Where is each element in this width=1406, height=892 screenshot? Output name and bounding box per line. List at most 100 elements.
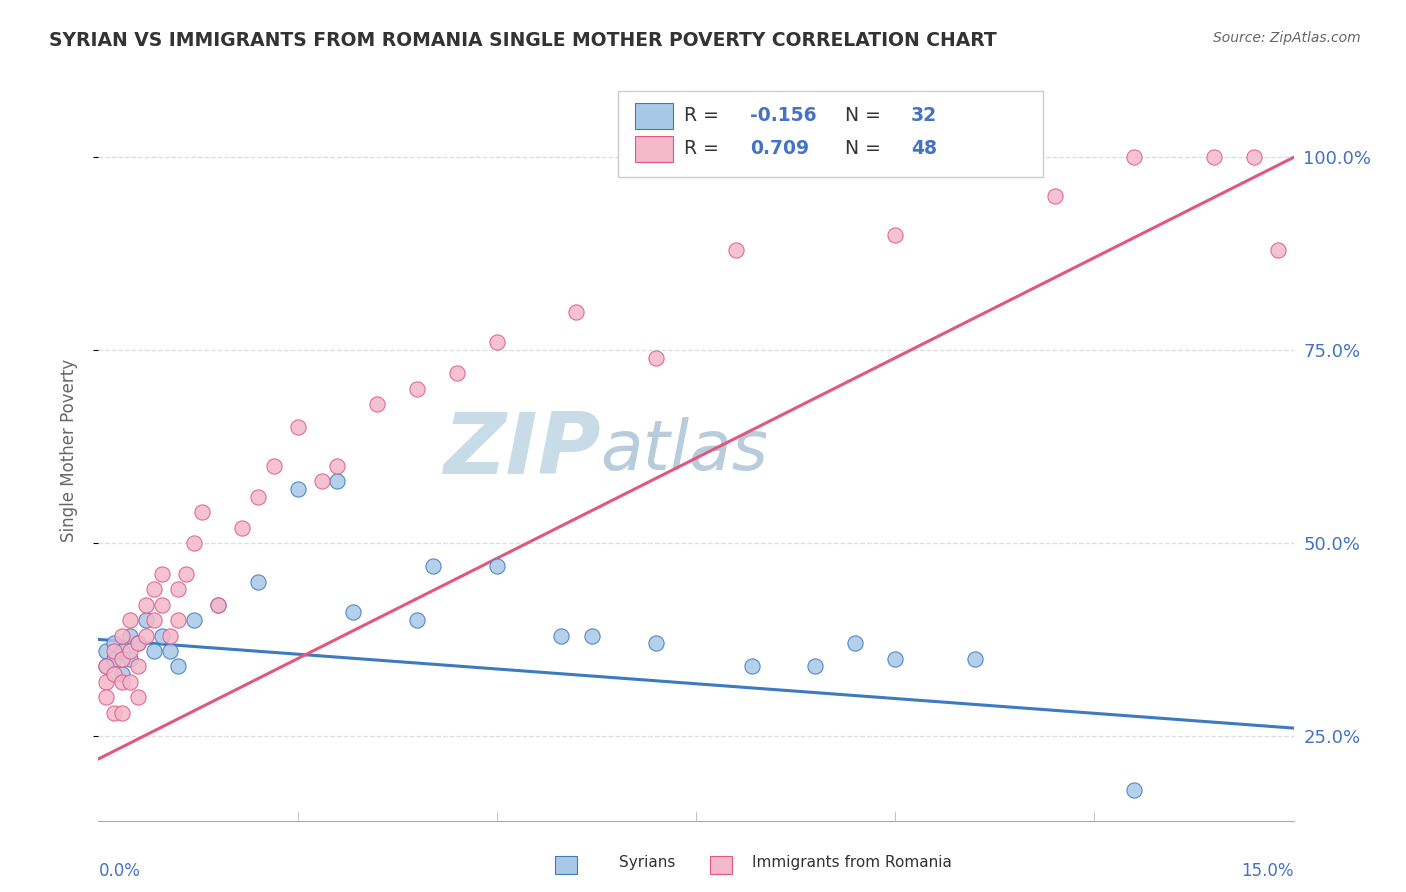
Point <box>111 674 134 689</box>
Point <box>135 613 157 627</box>
Y-axis label: Single Mother Poverty: Single Mother Poverty <box>59 359 77 542</box>
Point <box>246 490 269 504</box>
Point <box>550 628 572 642</box>
Text: N =: N = <box>845 106 887 125</box>
Point <box>565 304 588 318</box>
Text: Source: ZipAtlas.com: Source: ZipAtlas.com <box>1213 31 1361 45</box>
Text: Syrians: Syrians <box>619 855 675 870</box>
Point <box>159 628 181 642</box>
Point <box>287 420 309 434</box>
Point <box>150 628 173 642</box>
Text: N =: N = <box>845 139 887 158</box>
Point <box>422 559 444 574</box>
Point <box>326 458 349 473</box>
Point <box>111 667 134 681</box>
Point <box>127 659 149 673</box>
Point <box>311 475 333 489</box>
Point <box>103 651 125 665</box>
Point <box>111 628 134 642</box>
Point <box>103 706 125 720</box>
FancyBboxPatch shape <box>636 103 673 129</box>
Point <box>207 598 229 612</box>
Point <box>135 598 157 612</box>
Point <box>645 636 668 650</box>
Point <box>111 644 134 658</box>
Point <box>111 706 134 720</box>
Point <box>127 690 149 705</box>
Point <box>366 397 388 411</box>
Point <box>103 644 125 658</box>
Point <box>120 674 142 689</box>
Text: 0.709: 0.709 <box>749 139 808 158</box>
Text: -0.156: -0.156 <box>749 106 817 125</box>
Text: atlas: atlas <box>600 417 768 484</box>
Point <box>485 559 508 574</box>
Point <box>96 690 118 705</box>
Text: 48: 48 <box>911 139 936 158</box>
Point <box>263 458 285 473</box>
Text: Immigrants from Romania: Immigrants from Romania <box>752 855 952 870</box>
Point <box>159 644 181 658</box>
Point <box>103 636 125 650</box>
Point <box>207 598 229 612</box>
Point <box>174 566 197 581</box>
Point <box>96 659 118 673</box>
FancyBboxPatch shape <box>619 91 1043 177</box>
Point <box>120 644 142 658</box>
Point <box>167 613 190 627</box>
Point <box>406 382 429 396</box>
Point <box>120 613 142 627</box>
Point <box>143 644 166 658</box>
Text: 32: 32 <box>911 106 938 125</box>
Point <box>884 227 907 242</box>
Point <box>1243 150 1265 164</box>
Point <box>143 582 166 597</box>
Point <box>1267 243 1289 257</box>
Point <box>167 659 190 673</box>
Point <box>342 606 364 620</box>
FancyBboxPatch shape <box>636 136 673 161</box>
Point <box>1123 150 1146 164</box>
Point <box>150 598 173 612</box>
Point <box>111 651 134 665</box>
Text: SYRIAN VS IMMIGRANTS FROM ROMANIA SINGLE MOTHER POVERTY CORRELATION CHART: SYRIAN VS IMMIGRANTS FROM ROMANIA SINGLE… <box>49 31 997 50</box>
Point <box>183 613 205 627</box>
Text: R =: R = <box>685 139 725 158</box>
Point <box>135 628 157 642</box>
Point <box>287 482 309 496</box>
Point <box>231 520 253 534</box>
Point <box>150 566 173 581</box>
Point <box>884 651 907 665</box>
Point <box>103 667 125 681</box>
Point <box>724 243 747 257</box>
Point <box>1202 150 1225 164</box>
Point <box>120 628 142 642</box>
Text: 0.0%: 0.0% <box>98 863 141 880</box>
Text: R =: R = <box>685 106 725 125</box>
Point <box>96 674 118 689</box>
Point <box>120 651 142 665</box>
Point <box>446 367 468 381</box>
Point <box>844 636 866 650</box>
Point <box>191 505 214 519</box>
Point <box>246 574 269 589</box>
Point <box>143 613 166 627</box>
Point <box>645 351 668 365</box>
Point <box>485 335 508 350</box>
Point <box>127 636 149 650</box>
Bar <box>555 856 576 874</box>
Point <box>741 659 763 673</box>
Point <box>96 659 118 673</box>
Point <box>96 644 118 658</box>
Point <box>804 659 827 673</box>
Point <box>326 475 349 489</box>
Point <box>183 536 205 550</box>
Point <box>1123 782 1146 797</box>
Text: 15.0%: 15.0% <box>1241 863 1294 880</box>
Point <box>963 651 986 665</box>
Text: ZIP: ZIP <box>443 409 600 492</box>
Point <box>127 636 149 650</box>
Bar <box>710 856 733 874</box>
Point <box>167 582 190 597</box>
Point <box>581 628 603 642</box>
